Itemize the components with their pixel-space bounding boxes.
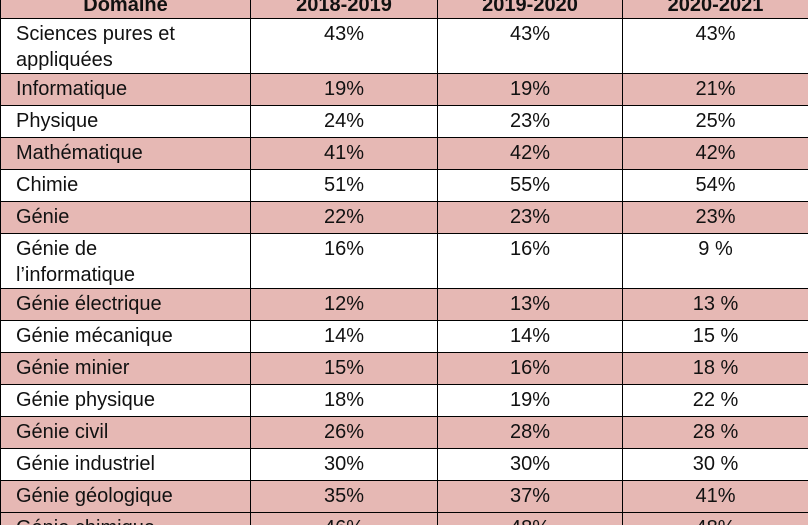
domain-cell: Sciences pures et appliquées bbox=[0, 18, 251, 74]
percent-cell: 19% bbox=[437, 73, 623, 106]
percent-cell: 37% bbox=[437, 480, 623, 513]
header-cell: 2020-2021 bbox=[622, 0, 808, 19]
domain-cell: Génie chimique bbox=[0, 512, 251, 525]
table-row: Génie industriel 30% 30% 30 % bbox=[0, 448, 808, 481]
domain-cell: Physique bbox=[0, 105, 251, 138]
table-row: Informatique 19% 19% 21% bbox=[0, 73, 808, 106]
percent-cell: 16% bbox=[250, 233, 438, 289]
percent-cell: 13% bbox=[437, 288, 623, 321]
percent-cell: 14% bbox=[437, 320, 623, 353]
percent-cell: 43% bbox=[250, 18, 438, 74]
domain-cell: Informatique bbox=[0, 73, 251, 106]
percent-cell: 22% bbox=[250, 201, 438, 234]
percent-cell: 28 % bbox=[622, 416, 808, 449]
header-cell: 2018-2019 bbox=[250, 0, 438, 19]
percent-cell: 23% bbox=[437, 105, 623, 138]
domain-cell: Génie industriel bbox=[0, 448, 251, 481]
percent-cell: 54% bbox=[622, 169, 808, 202]
percent-cell: 18 % bbox=[622, 352, 808, 385]
percent-cell: 46% bbox=[250, 512, 438, 525]
table-row: Génie mécanique 14% 14% 15 % bbox=[0, 320, 808, 353]
domain-cell: Génie bbox=[0, 201, 251, 234]
percent-cell: 41% bbox=[622, 480, 808, 513]
domain-cell: Mathématique bbox=[0, 137, 251, 170]
percent-cell: 14% bbox=[250, 320, 438, 353]
table-row: Génie de l’informatique 16% 16% 9 % bbox=[0, 233, 808, 289]
domain-cell: Génie mécanique bbox=[0, 320, 251, 353]
table-row: Génie 22% 23% 23% bbox=[0, 201, 808, 234]
percent-cell: 42% bbox=[622, 137, 808, 170]
percent-cell: 25% bbox=[622, 105, 808, 138]
percent-cell: 41% bbox=[250, 137, 438, 170]
percent-cell: 21% bbox=[622, 73, 808, 106]
percent-cell: 22 % bbox=[622, 384, 808, 417]
percent-cell: 48% bbox=[437, 512, 623, 525]
percent-cell: 43% bbox=[437, 18, 623, 74]
percent-cell: 55% bbox=[437, 169, 623, 202]
percent-cell: 23% bbox=[622, 201, 808, 234]
header-row: Domaine 2018-2019 2019-2020 2020-2021 bbox=[0, 0, 808, 19]
domain-cell: Chimie bbox=[0, 169, 251, 202]
table-row: Génie physique 18% 19% 22 % bbox=[0, 384, 808, 417]
percent-cell: 9 % bbox=[622, 233, 808, 289]
table-row: Génie civil 26% 28% 28 % bbox=[0, 416, 808, 449]
table-row: Chimie 51% 55% 54% bbox=[0, 169, 808, 202]
header-cell: Domaine bbox=[0, 0, 251, 19]
percent-cell: 19% bbox=[437, 384, 623, 417]
domain-cell: Génie de l’informatique bbox=[0, 233, 251, 289]
table-row: Sciences pures et appliquées 43% 43% 43% bbox=[0, 18, 808, 74]
percent-cell: 35% bbox=[250, 480, 438, 513]
percent-cell: 24% bbox=[250, 105, 438, 138]
percent-cell: 30% bbox=[437, 448, 623, 481]
percent-cell: 26% bbox=[250, 416, 438, 449]
domain-cell: Génie électrique bbox=[0, 288, 251, 321]
domain-cell: Génie minier bbox=[0, 352, 251, 385]
percent-cell: 28% bbox=[437, 416, 623, 449]
percent-cell: 16% bbox=[437, 233, 623, 289]
percent-cell: 30% bbox=[250, 448, 438, 481]
table-row: Génie chimique46%48%48% bbox=[0, 512, 808, 525]
domain-cell: Génie physique bbox=[0, 384, 251, 417]
table-row: Génie minier 15% 16% 18 % bbox=[0, 352, 808, 385]
percent-cell: 16% bbox=[437, 352, 623, 385]
domain-cell: Génie géologique bbox=[0, 480, 251, 513]
percent-cell: 23% bbox=[437, 201, 623, 234]
percent-cell: 48% bbox=[622, 512, 808, 525]
percent-cell: 43% bbox=[622, 18, 808, 74]
percent-cell: 12% bbox=[250, 288, 438, 321]
domain-cell: Génie civil bbox=[0, 416, 251, 449]
percent-cell: 18% bbox=[250, 384, 438, 417]
header-cell: 2019-2020 bbox=[437, 0, 623, 19]
percent-cell: 30 % bbox=[622, 448, 808, 481]
table-row: Mathématique 41% 42% 42% bbox=[0, 137, 808, 170]
percent-cell: 42% bbox=[437, 137, 623, 170]
percent-cell: 15% bbox=[250, 352, 438, 385]
percent-cell: 51% bbox=[250, 169, 438, 202]
percent-cell: 19% bbox=[250, 73, 438, 106]
table-row: Génie électrique 12% 13% 13 % bbox=[0, 288, 808, 321]
percent-cell: 13 % bbox=[622, 288, 808, 321]
table-row: Génie géologique 35% 37% 41% bbox=[0, 480, 808, 513]
percent-cell: 15 % bbox=[622, 320, 808, 353]
table-row: Physique 24% 23% 25% bbox=[0, 105, 808, 138]
